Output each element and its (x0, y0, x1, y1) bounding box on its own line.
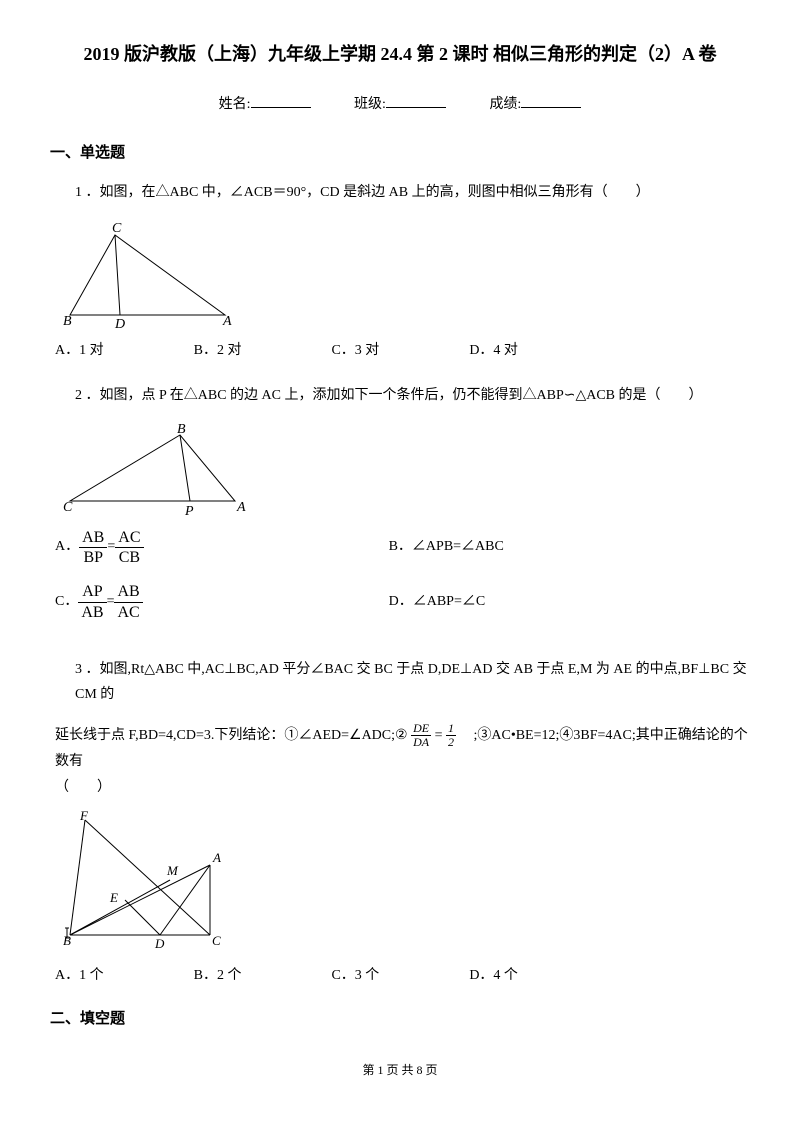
question-2-text: 2 ．如图，点 P 在△ABC 的边 AC 上，添加如下一个条件后，仍不能得到△… (50, 383, 750, 408)
option-q1-d: D．4 对 (469, 340, 518, 362)
svg-text:A: A (222, 314, 232, 329)
q3-part2a: 延长线于点 F,BD=4,CD=3.下列结论：①∠AED=∠ADC;② (55, 728, 408, 743)
option-q1-a: A．1 对 (55, 340, 104, 362)
q3-part1: 3 ．如图,Rt△ABC 中,AC⊥BC,AD 平分∠BAC 交 BC 于点 D… (75, 662, 747, 702)
frac-ab-ac: ABAC (114, 582, 142, 621)
option-q3-d: D．4 个 (469, 965, 518, 987)
class-blank (386, 107, 446, 108)
score-blank (521, 107, 581, 108)
svg-text:D: D (114, 317, 125, 330)
svg-text:F: F (79, 810, 89, 823)
name-label: 姓名: (219, 97, 251, 112)
diagram-q2: B C P A (55, 423, 750, 518)
page-footer: 第 1 页 共 8 页 (50, 1061, 750, 1080)
option-q1-b: B．2 对 (194, 340, 242, 362)
name-blank (251, 107, 311, 108)
option-q2-a: A． ABBP = ACCB (55, 528, 389, 567)
page-title: 2019 版沪教版（上海）九年级上学期 24.4 第 2 课时 相似三角形的判定… (50, 40, 750, 69)
svg-text:D: D (154, 936, 165, 951)
svg-text:E: E (109, 890, 118, 905)
section-2-header: 二、填空题 (50, 1007, 750, 1031)
option-q3-b: B．2 个 (194, 965, 242, 987)
options-q2: A． ABBP = ACCB B．∠APB=∠ABC C． APAB = ABA… (50, 528, 750, 637)
frac-de-da: DEDA (411, 722, 431, 749)
svg-text:P: P (184, 504, 194, 518)
option-q2-c-prefix: C． (55, 591, 78, 613)
svg-text:C: C (212, 933, 221, 948)
q3-part3: （ ） (55, 780, 111, 795)
question-3-text-cont: 延长线于点 F,BD=4,CD=3.下列结论：①∠AED=∠ADC;② DEDA… (50, 722, 750, 800)
frac-ac-cb: ACCB (115, 528, 143, 567)
option-q3-c: C．3 个 (331, 965, 379, 987)
options-q3: A．1 个 B．2 个 C．3 个 D．4 个 (50, 965, 750, 987)
svg-text:M: M (166, 863, 179, 878)
option-q2-d: D．∠ABP=∠C (389, 582, 723, 621)
score-label: 成绩: (489, 97, 521, 112)
options-q1: A．1 对 B．2 对 C．3 对 D．4 对 (50, 340, 750, 362)
svg-text:B: B (177, 423, 186, 437)
svg-text:A: A (212, 850, 221, 865)
question-1-text: 1 ．如图，在△ABC 中，∠ACB＝90°，CD 是斜边 AB 上的高，则图中… (50, 180, 750, 205)
svg-text:A: A (236, 500, 246, 515)
info-row: 姓名: 班级: 成绩: (50, 94, 750, 116)
frac-ab-bp: ABBP (79, 528, 107, 567)
frac-1-2: 12 (446, 722, 456, 749)
svg-text:C: C (112, 221, 122, 236)
option-q1-c: C．3 对 (331, 340, 379, 362)
diagram-q3: F B D C A M E (55, 810, 750, 955)
frac-ap-ab: APAB (78, 582, 106, 621)
option-q2-c: C． APAB = ABAC (55, 582, 389, 621)
class-label: 班级: (354, 97, 386, 112)
section-1-header: 一、单选题 (50, 141, 750, 165)
option-q2-b: B．∠APB=∠ABC (389, 528, 723, 567)
svg-text:C: C (63, 500, 73, 515)
question-3-text: 3 ．如图,Rt△ABC 中,AC⊥BC,AD 平分∠BAC 交 BC 于点 D… (50, 657, 750, 707)
option-q2-a-prefix: A． (55, 536, 79, 558)
option-q3-a: A．1 个 (55, 965, 104, 987)
svg-text:B: B (63, 314, 72, 329)
diagram-q1: C B D A (55, 220, 750, 330)
